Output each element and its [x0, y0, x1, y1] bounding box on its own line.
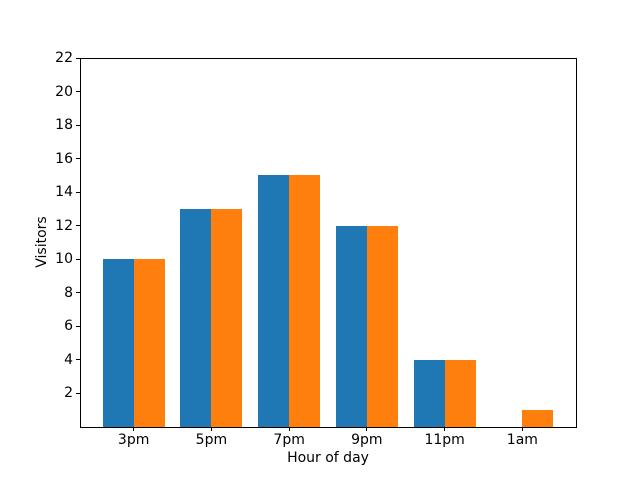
x-tick-mark: [444, 427, 446, 431]
x-tick-label: 3pm: [117, 432, 150, 448]
y-tick-mark: [76, 191, 80, 193]
y-tick-mark: [76, 225, 80, 227]
y-tick-label: 8: [64, 284, 73, 301]
bar-7pm-series-2: [289, 175, 321, 427]
x-tick-mark: [133, 427, 135, 431]
y-tick-mark: [76, 124, 80, 126]
bar-1am-series-2: [522, 410, 554, 427]
y-tick-mark: [76, 158, 80, 160]
y-tick-mark: [76, 57, 80, 59]
y-tick-label: 2: [64, 385, 73, 402]
bar-3pm-series-1: [102, 259, 134, 427]
x-tick-mark: [288, 427, 290, 431]
y-tick-label: 10: [55, 251, 73, 268]
x-tick-label: 1am: [506, 432, 538, 448]
x-tick-label: 11pm: [424, 432, 465, 448]
y-tick-mark: [76, 258, 80, 260]
bar-5pm-series-2: [211, 208, 243, 427]
bar-11pm-series-1: [413, 359, 445, 427]
bar-3pm-series-2: [133, 259, 165, 427]
bar-5pm-series-1: [180, 208, 212, 427]
y-tick-mark: [76, 292, 80, 294]
x-tick-mark: [521, 427, 523, 431]
bar-9pm-series-2: [366, 225, 398, 427]
x-tick-label: 5pm: [195, 432, 228, 448]
x-tick-mark: [210, 427, 212, 431]
y-tick-label: 4: [64, 351, 73, 368]
y-tick-label: 18: [55, 117, 73, 134]
bar-11pm-series-2: [444, 359, 476, 427]
x-tick-label: 9pm: [351, 432, 383, 448]
x-axis-label: Hour of day: [287, 450, 369, 466]
y-tick-label: 14: [55, 184, 73, 201]
x-tick-mark: [366, 427, 368, 431]
y-tick-label: 12: [55, 217, 73, 234]
y-tick-label: 16: [55, 150, 73, 167]
y-tick-label: 22: [55, 50, 73, 66]
y-tick-label: 6: [64, 318, 73, 335]
y-tick-mark: [76, 91, 80, 93]
y-tick-label: 20: [55, 83, 73, 100]
y-tick-mark: [76, 359, 80, 361]
y-tick-mark: [76, 392, 80, 394]
x-tick-label: 7pm: [273, 432, 305, 448]
bar-7pm-series-1: [258, 175, 290, 427]
y-tick-mark: [76, 325, 80, 327]
bar-9pm-series-1: [335, 225, 367, 427]
